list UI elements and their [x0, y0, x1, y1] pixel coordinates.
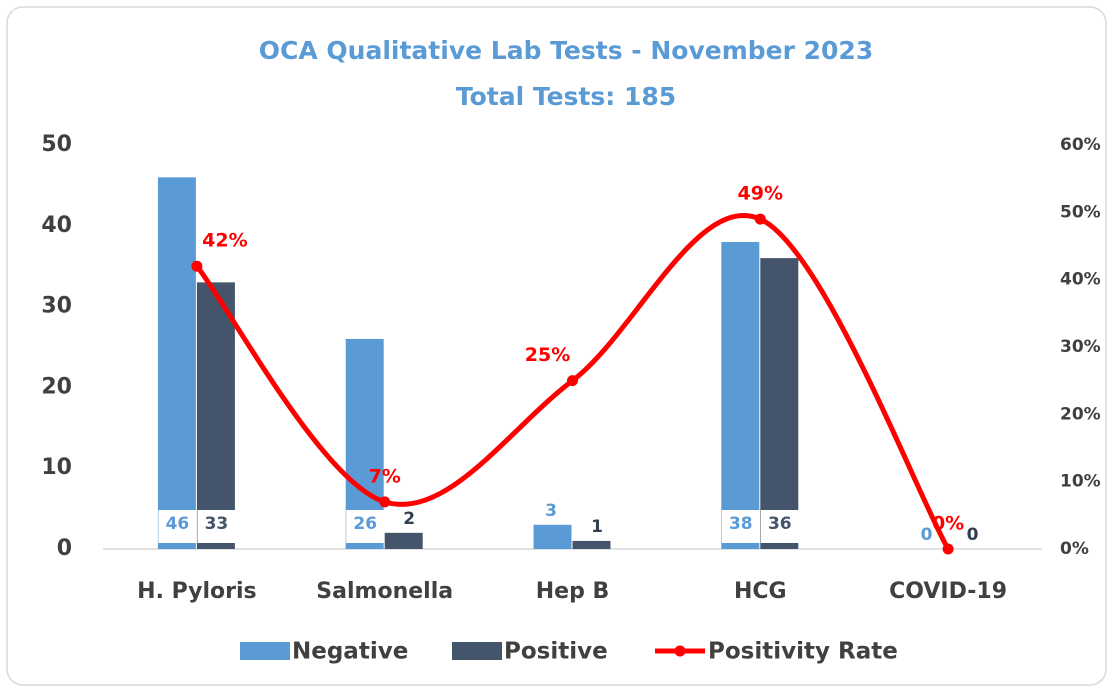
legend-swatch [240, 642, 290, 660]
data-label: 33 [205, 514, 229, 534]
line-point [754, 213, 766, 225]
legend-label: Positivity Rate [708, 639, 898, 665]
y2-tick-label: 20% [1060, 404, 1101, 424]
x-tick-label: Hep B [536, 579, 610, 604]
y-tick-label: 30 [41, 294, 72, 319]
legend-swatch [674, 645, 686, 657]
data-label: 2 [403, 509, 415, 529]
data-label: 46 [166, 514, 190, 534]
data-label: 0% [932, 513, 964, 535]
data-label: 1 [591, 517, 603, 537]
data-label: 7% [369, 465, 401, 487]
data-label-box [760, 510, 799, 543]
legend-label: Negative [292, 639, 408, 665]
line-point [191, 260, 203, 272]
line-point [567, 375, 578, 387]
y2-tick-label: 60% [1060, 135, 1101, 155]
bar [721, 241, 760, 549]
line-point [379, 496, 391, 508]
x-tick-label: Salmonella [316, 579, 453, 604]
bar [572, 540, 611, 549]
data-label-box [158, 510, 197, 543]
data-label: 25% [525, 344, 570, 366]
data-label: 26 [353, 514, 377, 534]
chart-title: OCA Qualitative Lab Tests - November 202… [259, 36, 873, 65]
bar [760, 258, 799, 549]
data-label-box [197, 510, 236, 543]
y2-tick-label: 40% [1060, 270, 1101, 290]
y-tick-label: 20 [41, 374, 72, 399]
data-label: 42% [202, 230, 247, 252]
data-label: 0 [967, 525, 979, 545]
bar [533, 524, 572, 549]
bar [196, 282, 235, 549]
y2-tick-label: 10% [1060, 472, 1101, 492]
data-label: 38 [729, 514, 753, 534]
y-tick-label: 40 [41, 213, 72, 238]
y2-tick-label: 30% [1060, 337, 1101, 357]
y2-tick-label: 50% [1060, 202, 1101, 222]
y-tick-label: 50 [41, 132, 72, 157]
y-tick-label: 10 [41, 455, 72, 480]
legend-swatch [452, 642, 502, 660]
line-point [942, 543, 954, 555]
data-label: 3 [545, 501, 557, 521]
y2-tick-label: 0% [1060, 539, 1089, 559]
y-tick-label: 0 [57, 536, 72, 561]
data-label: 49% [738, 183, 783, 205]
x-tick-label: HCG [734, 579, 787, 604]
chart-subtitle: Total Tests: 185 [456, 82, 676, 111]
data-label: 0 [921, 525, 933, 545]
x-tick-label: COVID-19 [889, 579, 1007, 604]
data-label: 36 [768, 514, 792, 534]
bar [384, 532, 423, 549]
chart-border [6, 6, 1107, 686]
bar [157, 177, 196, 549]
x-tick-label: H. Pyloris [137, 579, 256, 604]
legend-label: Positive [504, 639, 608, 665]
line [194, 213, 951, 551]
data-label-box [346, 510, 385, 543]
data-label-box [721, 510, 760, 543]
